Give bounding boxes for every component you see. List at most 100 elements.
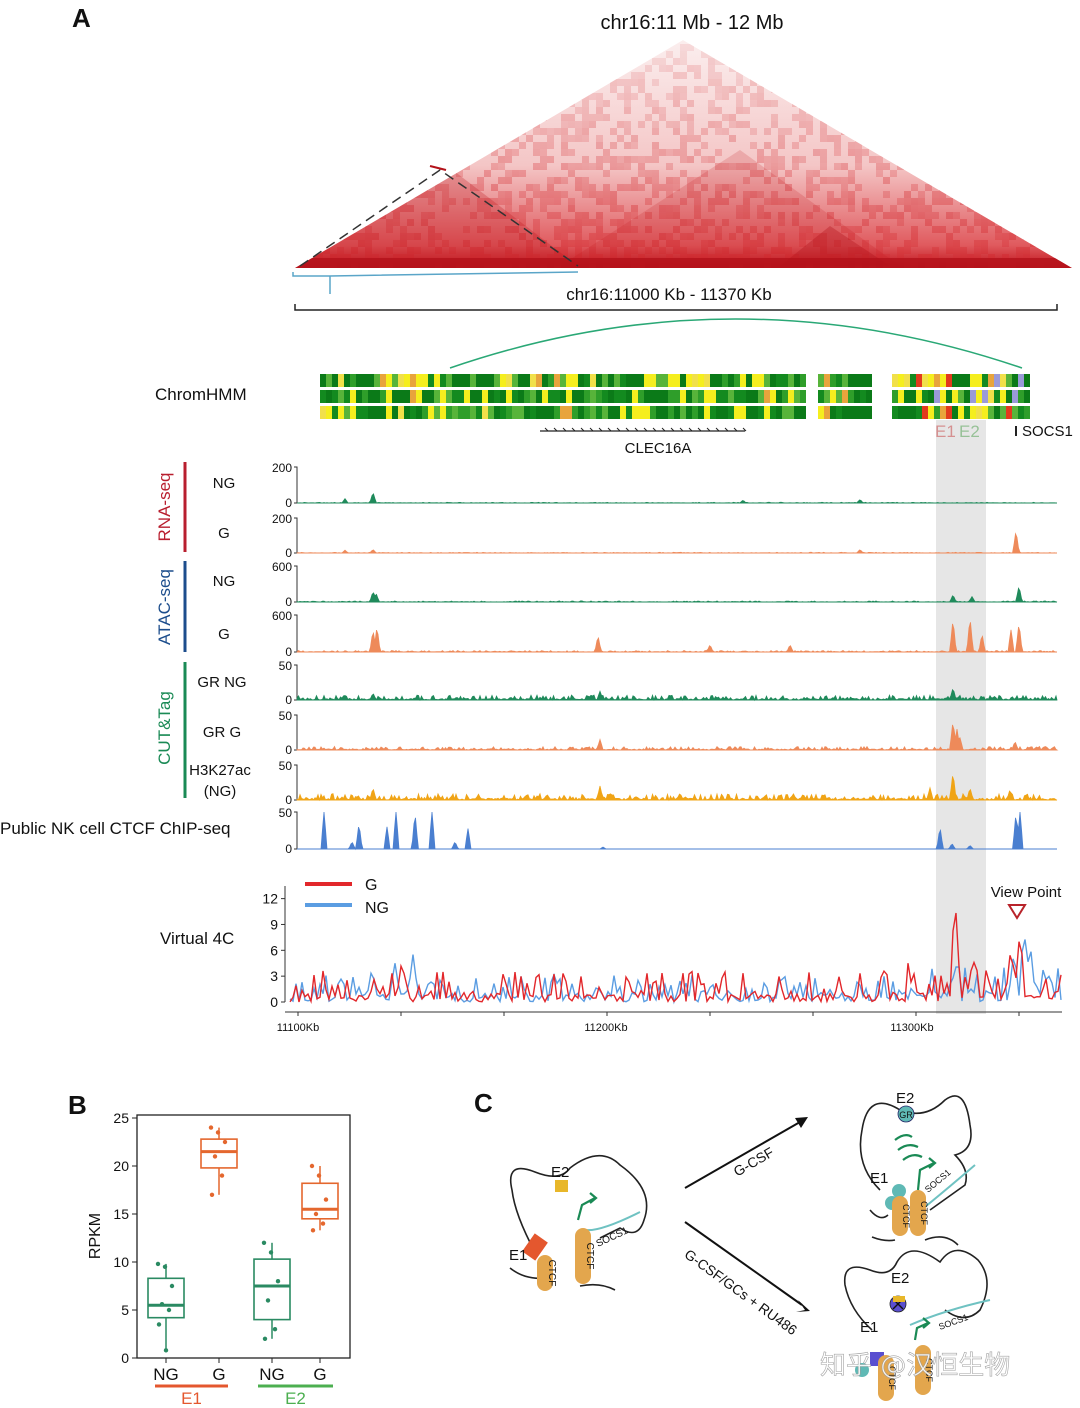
axis-gr-g: [294, 714, 298, 751]
hic-heatmap: [295, 40, 1072, 268]
data-point: [222, 1139, 228, 1145]
panel-c-label: C: [474, 1088, 493, 1118]
axis-gr-ng: [294, 664, 298, 701]
chromhmm-tracks: [320, 374, 1030, 419]
tick-zero-gr-ng: 0: [285, 693, 292, 707]
tick-max-rna-ng: 200: [272, 461, 292, 475]
virtual-4c-chart: 0 3 6 9 12 11100Kb 11200Kb 11300Kb: [262, 886, 1062, 1034]
tick-zero-ctcf: 0: [285, 842, 292, 856]
rna-seq-group-label: RNA-seq: [155, 473, 174, 542]
track-label-atac-ng: NG: [213, 573, 236, 590]
track-label-gr-g: GR G: [203, 724, 241, 741]
data-point: [265, 1298, 271, 1303]
chromhmm-label: ChromHMM: [155, 385, 247, 404]
bottom-ctcf-b: CTCF: [924, 1358, 934, 1382]
v4c-xtick-label-11100: 11100Kb: [277, 1022, 319, 1034]
track-label-rna-ng: NG: [213, 475, 236, 492]
boxplot-ytick-label-20: 20: [113, 1158, 129, 1174]
boxplot-ytick-label-5: 5: [121, 1302, 129, 1318]
boxplot-frame: [136, 1114, 351, 1359]
v4c-xtick-label-11200: 11200Kb: [584, 1022, 627, 1034]
box-e2-g: [301, 1182, 339, 1220]
box-e1-g: [200, 1138, 238, 1169]
data-point: [215, 1130, 221, 1135]
data-point: [163, 1348, 169, 1353]
data-point: [166, 1307, 172, 1313]
data-point: [275, 1279, 281, 1284]
v4c-legend-g: G: [365, 877, 377, 894]
axis-rna-g: [294, 517, 298, 554]
tick-zero-rna-ng: 0: [285, 496, 292, 510]
v4c-label: Virtual 4C: [160, 929, 234, 948]
schematic-gcsf: [859, 1095, 976, 1246]
data-point: [261, 1240, 267, 1246]
top-e2-label: E2: [896, 1090, 914, 1107]
group-label-e1: E1: [181, 1389, 202, 1408]
top-e1-label: E1: [870, 1170, 888, 1187]
boxplot-xtick-label: NG: [259, 1365, 285, 1384]
tick-zero-atac-ng: 0: [285, 595, 292, 609]
axis-atac-ng: [294, 565, 298, 603]
bottom-e1-label: E1: [860, 1319, 878, 1336]
cut-tag-group-label: CUT&Tag: [155, 691, 174, 765]
v4c-ytick-label-12: 12: [262, 891, 278, 907]
tick-zero-atac-g: 0: [285, 645, 292, 659]
v4c-xtick-label-11300: 11300Kb: [890, 1022, 933, 1034]
boxplot-ytick-label-15: 15: [113, 1206, 129, 1222]
tick-max-ctcf: 50: [279, 806, 293, 820]
boxplot-ytick-label-10: 10: [113, 1254, 129, 1270]
data-point: [323, 1197, 329, 1202]
v4c-ytick-label-9: 9: [270, 916, 278, 932]
schematic-ru486: [843, 1249, 991, 1401]
top-ctcf-b: CTCF: [919, 1201, 929, 1225]
data-point: [209, 1192, 215, 1198]
track-label-h3k27ac: H3K27ac: [189, 762, 251, 779]
axis-ctcf: [294, 811, 298, 850]
signal-h3k27ac: [296, 776, 1058, 802]
hic-region-title: chr16:11 Mb - 12 Mb: [600, 12, 783, 34]
tick-max-rna-g: 200: [272, 512, 292, 526]
top-ctcf-a: CTCF: [901, 1204, 911, 1228]
tad-outline: [299, 169, 579, 267]
v4c-series-g: [289, 912, 1062, 1005]
boxplot-xtick-label: NG: [153, 1365, 179, 1384]
v4c-series-ng: [289, 939, 1062, 1005]
ctcf-track-label: Public NK cell CTCF ChIP-seq: [0, 819, 231, 838]
axis-atac-g: [294, 614, 298, 653]
clec16a-gene-label: CLEC16A: [625, 440, 692, 457]
data-point: [272, 1327, 278, 1332]
bottom-ctcf-a: CTCF: [887, 1366, 897, 1390]
boxplot-ytick-label-0: 0: [121, 1350, 129, 1366]
data-point: [262, 1336, 268, 1342]
data-point: [212, 1154, 218, 1159]
tick-zero-h3k27ac: 0: [285, 793, 292, 807]
signal-gr-ng: [296, 688, 1058, 702]
data-point: [313, 1211, 319, 1217]
data-point: [156, 1322, 162, 1327]
socs1-gene-label: SOCS1: [1022, 423, 1073, 440]
boxplot-chart: 0 5 10 15 20 25 NG G NG G E1 E2: [113, 1110, 351, 1408]
tick-zero-gr-g: 0: [285, 743, 292, 757]
group-label-e2: E2: [285, 1389, 306, 1408]
loop-arc: [449, 318, 1023, 369]
v4c-ytick-label-6: 6: [270, 942, 278, 958]
data-point: [320, 1221, 326, 1226]
left-ctcf-b: CTCF: [584, 1243, 595, 1270]
tick-max-atac-ng: 600: [272, 560, 292, 574]
data-point: [268, 1250, 274, 1255]
top-gr-label: GR: [899, 1110, 913, 1120]
tick-max-atac-g: 600: [272, 609, 292, 623]
track-label-h3k27ac-cond: (NG): [204, 783, 237, 800]
axis-h3k27ac: [294, 764, 298, 801]
tick-max-gr-g: 50: [279, 709, 293, 723]
enhancer-highlight: [936, 420, 986, 1014]
watermark: 知乎 @汉恒生物: [820, 1351, 1010, 1381]
axis-rna-ng: [294, 466, 298, 504]
v4c-ytick-label-0: 0: [270, 994, 278, 1010]
panel-b-label: B: [68, 1090, 87, 1120]
data-point: [219, 1173, 225, 1178]
view-point-marker: [1007, 904, 1027, 920]
tick-max-h3k27ac: 50: [279, 759, 293, 773]
data-point: [155, 1261, 161, 1267]
